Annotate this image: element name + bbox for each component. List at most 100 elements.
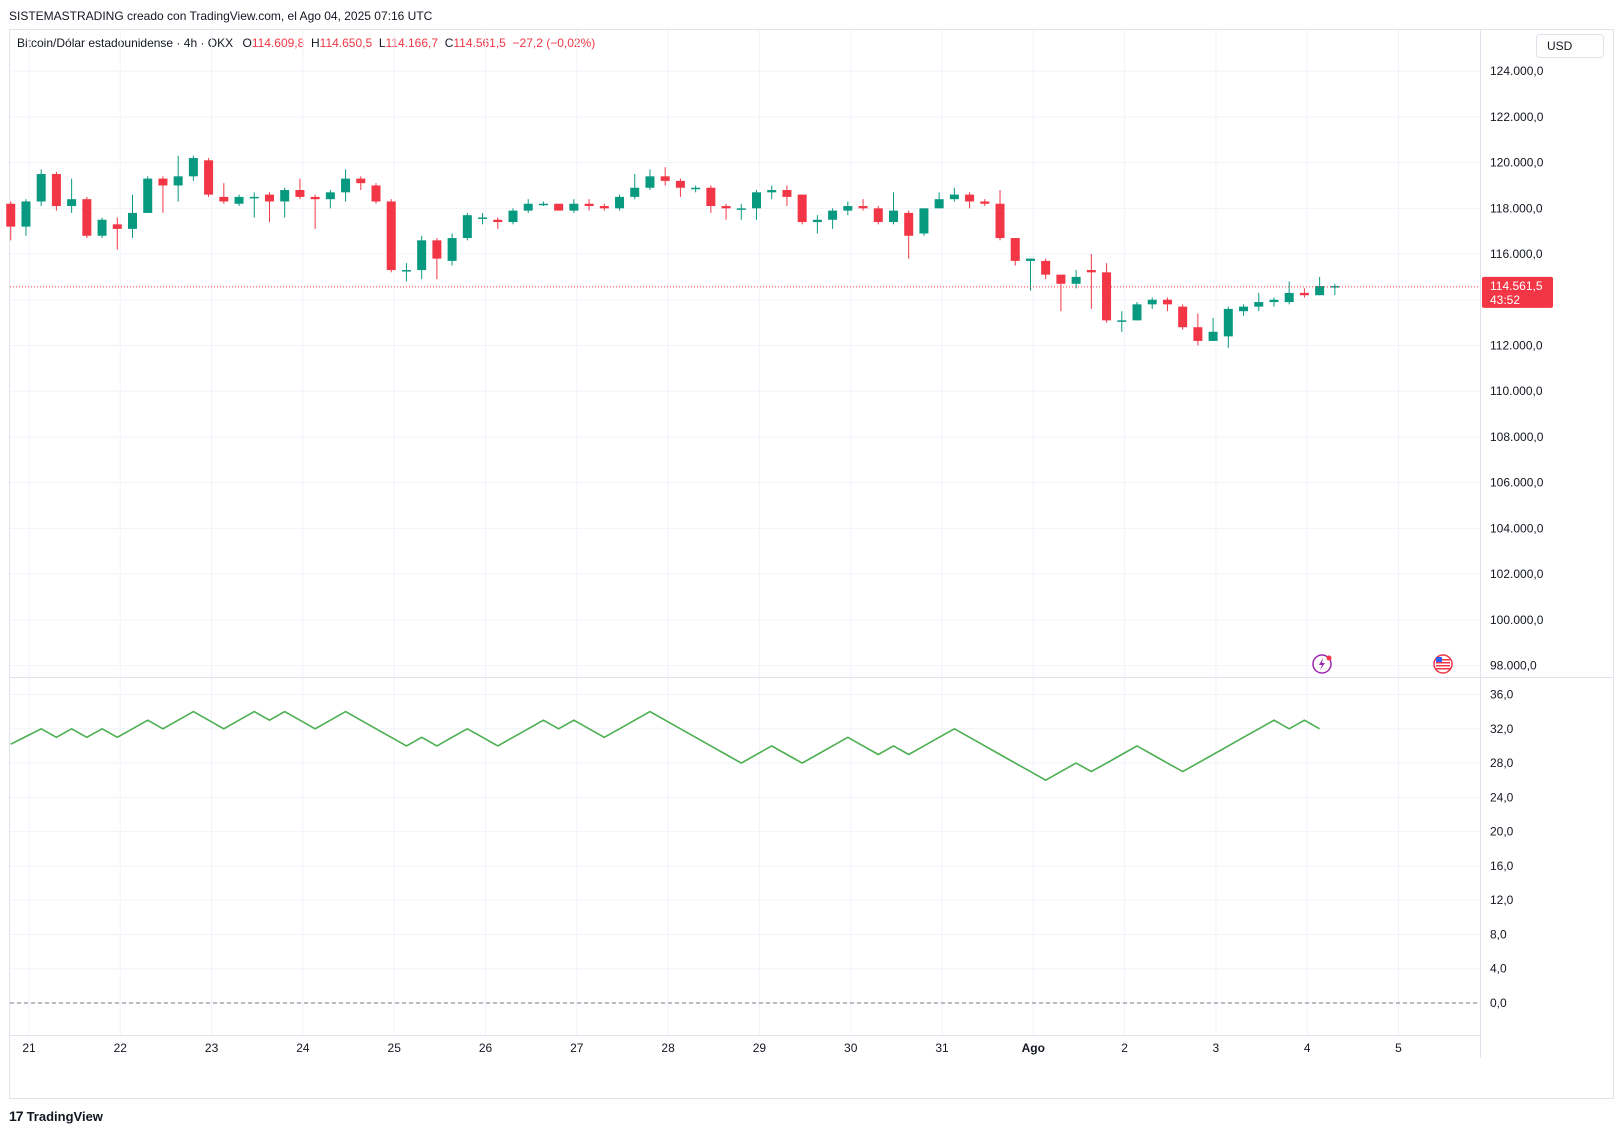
currency-selector[interactable]: USD: [1536, 34, 1604, 58]
indicator-tick-label: 32,0: [1490, 722, 1514, 736]
open-value: 114.609,8: [251, 36, 305, 50]
candle-body: [523, 203, 533, 211]
flag-canton: [1436, 657, 1442, 662]
close-value: 114.561,5: [453, 36, 506, 50]
candle-body: [980, 201, 990, 204]
candle: [1315, 276, 1325, 296]
candle: [493, 217, 503, 229]
countdown-value: 43:52: [1490, 293, 1520, 307]
open-label: O: [242, 36, 252, 50]
footer-branding: 17 TradingView: [9, 1108, 103, 1124]
indicator-line: [10, 710, 1320, 782]
candle-body: [1193, 327, 1203, 341]
indicator-tick-label: 0,0: [1490, 996, 1507, 1010]
candle-body: [356, 178, 366, 184]
candle: [325, 190, 335, 209]
flag-stripe: [1436, 662, 1450, 664]
indicator-tick-label: 4,0: [1490, 962, 1507, 976]
brand-label: TradingView: [26, 1108, 103, 1124]
candle-body: [234, 196, 244, 204]
candle: [1132, 302, 1142, 321]
candle-body: [675, 180, 685, 188]
candle: [721, 203, 731, 220]
candle-body: [1284, 292, 1294, 303]
symbol-label: Bitcoin/Dólar estadounidense · 4h · OKX: [17, 36, 234, 50]
candle-body: [386, 201, 396, 271]
candle: [843, 201, 853, 216]
time-tick-label: 21: [22, 1041, 36, 1055]
flag-stripe: [1436, 659, 1450, 661]
price-tick-label: 102.000,0: [1490, 567, 1544, 581]
candle: [873, 206, 883, 225]
last-price-badge-bg: [1482, 276, 1553, 308]
time-tick-label: 28: [661, 1041, 675, 1055]
time-tick-label: 25: [388, 1041, 402, 1055]
candle-body: [1178, 306, 1188, 328]
price-tick-label: 112.000,0: [1490, 338, 1543, 352]
candle-body: [934, 199, 944, 209]
candle-body: [1330, 286, 1340, 288]
lightning-event-icon: [1312, 654, 1332, 674]
candle-body: [904, 212, 914, 236]
candle-body: [280, 190, 290, 202]
candle: [1102, 263, 1112, 323]
candle: [569, 199, 579, 213]
candle: [1071, 270, 1081, 289]
candle-body: [417, 240, 427, 271]
candle: [341, 169, 351, 202]
candle-body: [478, 217, 488, 219]
indicator-tick-label: 20,0: [1490, 825, 1514, 839]
candle: [21, 199, 31, 236]
low-value: 114.166,7: [385, 36, 439, 50]
candle: [919, 208, 929, 236]
candle: [736, 203, 746, 220]
candle-body: [1254, 302, 1264, 307]
price-tick-label: 122.000,0: [1490, 110, 1544, 124]
candle: [432, 238, 442, 280]
chart-attribution: SISTEMASTRADING creado con TradingView.c…: [9, 9, 433, 23]
candle-body: [36, 174, 46, 202]
candle-body: [706, 187, 716, 207]
candle: [523, 199, 533, 213]
candle: [112, 217, 122, 250]
candle: [767, 185, 777, 200]
candle: [234, 194, 244, 207]
lightning-glyph: [1319, 658, 1325, 670]
candle-body: [645, 176, 655, 188]
candle-body: [888, 210, 898, 223]
candle-body: [371, 185, 381, 202]
candle-body: [447, 238, 457, 261]
candle: [188, 155, 198, 181]
candle-body: [538, 203, 548, 206]
notification-dot: [1326, 655, 1332, 661]
candle-body: [264, 194, 274, 202]
time-tick-label: 24: [296, 1041, 310, 1055]
candle: [1178, 304, 1188, 330]
candle: [310, 194, 320, 229]
price-tick-label: 118.000,0: [1490, 201, 1543, 215]
candle-body: [1102, 272, 1112, 321]
last-price-value: 114.561,5: [1490, 279, 1543, 293]
time-tick-label: 4: [1304, 1041, 1311, 1055]
candle-body: [1223, 308, 1233, 337]
indicator-tick-label: 8,0: [1490, 927, 1507, 941]
time-tick-label: 27: [570, 1041, 584, 1055]
candle: [508, 208, 518, 225]
candle-body: [919, 208, 929, 234]
chart-frame: [9, 29, 1614, 1099]
candle: [249, 192, 259, 218]
price-tick-label: 106.000,0: [1490, 476, 1544, 490]
candle-body: [432, 240, 442, 259]
candle-body: [965, 194, 975, 202]
candle-body: [736, 208, 746, 210]
flag-stripe: [1436, 668, 1450, 670]
candle-body: [812, 219, 822, 223]
candle: [1117, 311, 1127, 332]
candle: [1162, 297, 1172, 312]
high-value: 114.650,5: [319, 36, 373, 50]
candle: [615, 194, 625, 211]
ohlc-legend: Bitcoin/Dólar estadounidense · 4h · OKX …: [17, 36, 595, 50]
time-tick-label: 22: [114, 1041, 128, 1055]
indicator-tick-label: 36,0: [1490, 688, 1514, 702]
candle: [630, 174, 640, 200]
